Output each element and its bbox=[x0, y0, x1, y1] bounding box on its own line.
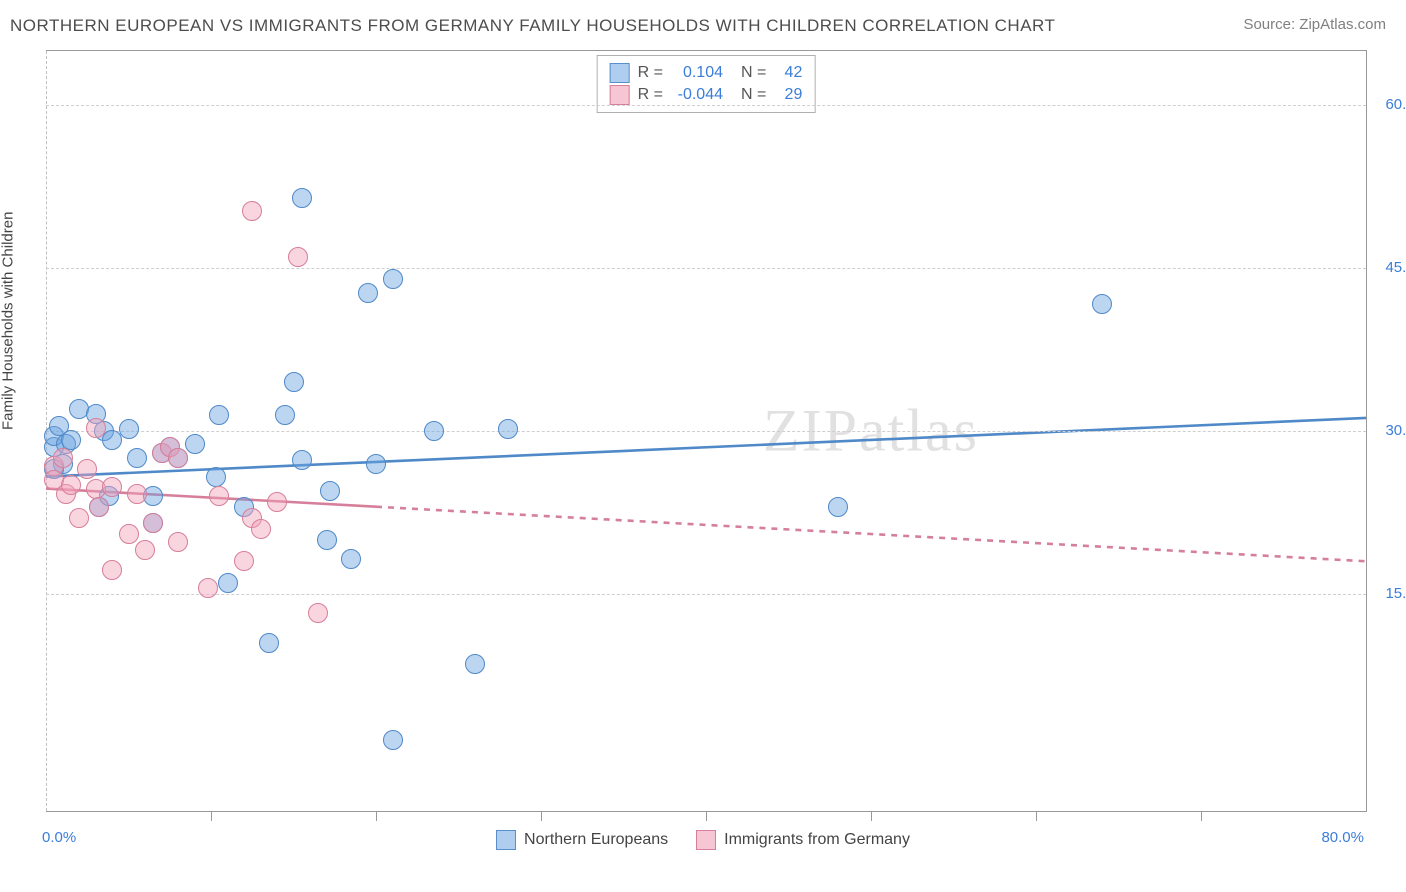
legend-r-value-de: -0.044 bbox=[671, 84, 723, 106]
y-tick-label: 45.0% bbox=[1373, 259, 1406, 276]
gridline bbox=[46, 431, 1366, 432]
data-point-ne bbox=[828, 497, 848, 517]
data-point-ne bbox=[320, 481, 340, 501]
legend-swatch-ne bbox=[610, 63, 630, 83]
legend-swatch-ne bbox=[496, 830, 516, 850]
data-point-ne bbox=[1092, 294, 1112, 314]
data-point-ne bbox=[465, 654, 485, 674]
chart-title: NORTHERN EUROPEAN VS IMMIGRANTS FROM GER… bbox=[10, 16, 1055, 36]
legend-item-de: Immigrants from Germany bbox=[696, 830, 910, 850]
data-point-de bbox=[288, 247, 308, 267]
y-axis-label: Family Households with Children bbox=[0, 212, 17, 430]
source-label: Source: ZipAtlas.com bbox=[1243, 16, 1386, 33]
data-point-de bbox=[135, 540, 155, 560]
x-tick bbox=[871, 811, 872, 821]
legend-r-label: R = bbox=[638, 62, 663, 84]
data-point-de bbox=[77, 459, 97, 479]
data-point-de bbox=[168, 532, 188, 552]
gridline bbox=[46, 105, 1366, 106]
legend-r-label: R = bbox=[638, 84, 663, 106]
data-point-ne bbox=[366, 454, 386, 474]
data-point-de bbox=[86, 418, 106, 438]
x-tick bbox=[706, 811, 707, 821]
gridline bbox=[46, 594, 1366, 595]
data-point-ne bbox=[275, 405, 295, 425]
data-point-ne bbox=[292, 450, 312, 470]
legend-stats-row-ne: R = 0.104 N = 42 bbox=[610, 62, 803, 84]
legend-r-value-ne: 0.104 bbox=[671, 62, 723, 84]
legend-series: Northern Europeans Immigrants from German… bbox=[0, 830, 1406, 855]
legend-n-label: N = bbox=[741, 84, 766, 106]
data-point-de bbox=[267, 492, 287, 512]
data-point-ne bbox=[358, 283, 378, 303]
trend-line-de-dashed bbox=[376, 507, 1366, 562]
data-point-ne bbox=[341, 549, 361, 569]
data-point-de bbox=[61, 475, 81, 495]
y-tick-label: 60.0% bbox=[1373, 96, 1406, 113]
x-tick bbox=[541, 811, 542, 821]
data-point-ne bbox=[317, 530, 337, 550]
chart-root: NORTHERN EUROPEAN VS IMMIGRANTS FROM GER… bbox=[0, 0, 1406, 892]
data-point-de bbox=[308, 603, 328, 623]
data-point-de bbox=[69, 508, 89, 528]
legend-n-value-ne: 42 bbox=[774, 62, 802, 84]
y-tick-label: 30.0% bbox=[1373, 422, 1406, 439]
data-point-ne bbox=[498, 419, 518, 439]
data-point-ne bbox=[292, 188, 312, 208]
data-point-ne bbox=[259, 633, 279, 653]
x-tick bbox=[376, 811, 377, 821]
plot-area: ZIPatlas R =0.104N =42R =-0.044N =29 15.… bbox=[46, 50, 1367, 812]
legend-swatch-de bbox=[696, 830, 716, 850]
data-point-de bbox=[119, 524, 139, 544]
legend-label-ne: Northern Europeans bbox=[524, 831, 668, 849]
data-point-ne bbox=[61, 430, 81, 450]
data-point-de bbox=[168, 448, 188, 468]
data-point-de bbox=[242, 201, 262, 221]
data-point-ne bbox=[383, 269, 403, 289]
data-point-de bbox=[102, 560, 122, 580]
gridline bbox=[46, 268, 1366, 269]
data-point-de bbox=[143, 513, 163, 533]
data-point-ne bbox=[127, 448, 147, 468]
x-tick bbox=[211, 811, 212, 821]
data-point-de bbox=[53, 448, 73, 468]
data-point-de bbox=[198, 578, 218, 598]
legend-swatch-de bbox=[610, 85, 630, 105]
legend-stats-row-de: R = -0.044 N = 29 bbox=[610, 84, 803, 106]
legend-n-label: N = bbox=[741, 62, 766, 84]
data-point-ne bbox=[185, 434, 205, 454]
data-point-de bbox=[89, 497, 109, 517]
data-point-de bbox=[234, 551, 254, 571]
legend-item-ne: Northern Europeans bbox=[496, 830, 668, 850]
trend-line-ne bbox=[46, 418, 1366, 477]
data-point-ne bbox=[206, 467, 226, 487]
data-point-ne bbox=[284, 372, 304, 392]
legend-label-de: Immigrants from Germany bbox=[724, 831, 910, 849]
data-point-de bbox=[251, 519, 271, 539]
y-tick-label: 15.0% bbox=[1373, 585, 1406, 602]
data-point-ne bbox=[383, 730, 403, 750]
data-point-ne bbox=[218, 573, 238, 593]
x-tick bbox=[1036, 811, 1037, 821]
data-point-de bbox=[209, 486, 229, 506]
x-tick bbox=[1201, 811, 1202, 821]
legend-n-value-de: 29 bbox=[774, 84, 802, 106]
data-point-de bbox=[102, 477, 122, 497]
data-point-ne bbox=[424, 421, 444, 441]
data-point-de bbox=[127, 484, 147, 504]
data-point-ne bbox=[119, 419, 139, 439]
data-point-ne bbox=[209, 405, 229, 425]
